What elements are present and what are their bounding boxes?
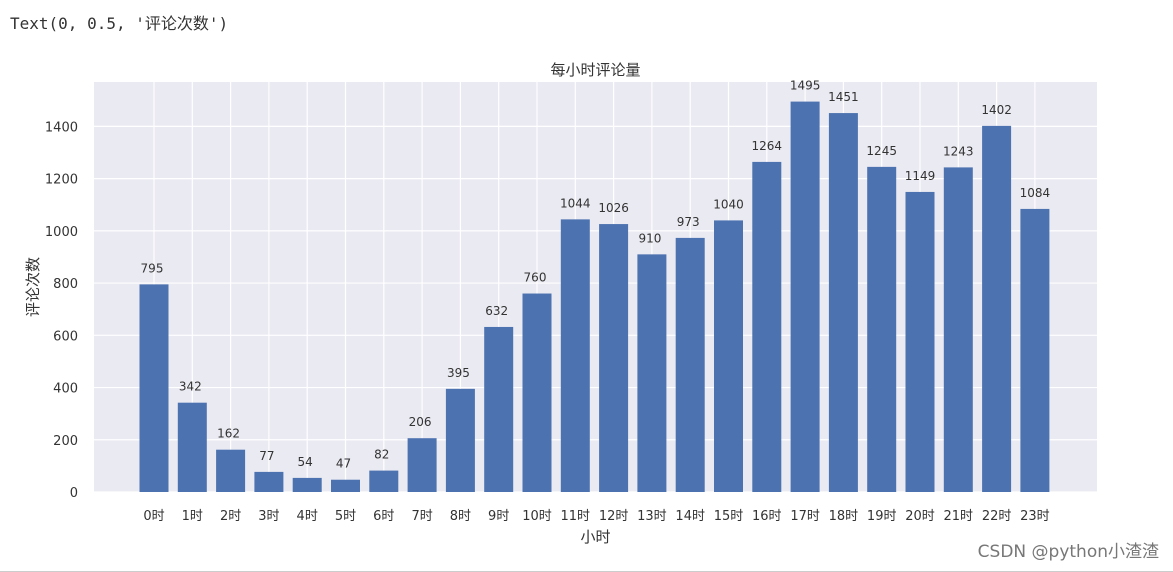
x-tick-label: 19时 (867, 509, 897, 524)
bar-12 (599, 224, 629, 492)
bar-18 (828, 113, 858, 493)
x-tick-label: 14时 (675, 509, 705, 524)
bar-7 (407, 438, 437, 492)
x-tick-label: 20时 (905, 509, 935, 524)
x-tick-label: 4时 (297, 509, 318, 524)
bar-value-label: 1402 (981, 103, 1012, 117)
bar-value-label: 162 (217, 427, 240, 441)
y-tick-label: 600 (53, 329, 78, 344)
x-tick-label: 15时 (714, 509, 744, 524)
bar-value-label: 395 (447, 366, 470, 380)
bar-8 (445, 388, 475, 492)
bar-2 (216, 449, 246, 492)
bar-value-label: 760 (524, 271, 547, 285)
x-tick-label: 0时 (143, 509, 164, 524)
y-tick-label: 1000 (45, 225, 78, 240)
bar-14 (675, 237, 705, 492)
bar-value-label: 342 (179, 380, 202, 394)
bar-10 (522, 293, 552, 492)
y-tick-label: 200 (53, 434, 78, 449)
bar-20 (905, 191, 935, 492)
x-tick-label: 23时 (1020, 509, 1050, 524)
x-tick-label: 5时 (335, 509, 356, 524)
bar-value-label: 47 (336, 457, 351, 471)
bar-value-label: 206 (409, 415, 432, 429)
bar-value-label: 973 (677, 215, 700, 229)
bar-value-label: 632 (485, 304, 508, 318)
bar-0 (139, 284, 169, 492)
bar-value-label: 1245 (866, 144, 897, 158)
x-axis-label: 小时 (580, 528, 610, 546)
x-tick-labels: 0时 1时 2时 3时 4时 5时 6时 7时 8时 9时 10时 11时 12时 13时 14时 15时 16… (143, 509, 1049, 524)
bar-value-label: 1243 (943, 144, 974, 158)
bar-23 (1020, 208, 1050, 493)
y-tick-label: 400 (53, 382, 78, 397)
bar-value-label: 54 (298, 455, 313, 469)
x-tick-label: 11时 (561, 509, 591, 524)
x-tick-label: 7时 (411, 509, 432, 524)
x-tick-label: 17时 (790, 509, 820, 524)
x-tick-label: 6时 (373, 509, 394, 524)
y-tick-label: 1200 (45, 173, 78, 188)
y-tick-label: 800 (53, 277, 78, 292)
x-tick-label: 8时 (450, 509, 471, 524)
bar-value-label: 1149 (905, 169, 936, 183)
bar-5 (331, 479, 360, 492)
bar-1 (177, 402, 207, 492)
y-tick-labels: 0 200 400 600 800 1000 1200 1400 (45, 120, 78, 501)
x-tick-label: 12时 (599, 509, 629, 524)
x-tick-label: 16时 (752, 509, 782, 524)
bar-17 (790, 101, 820, 492)
bar-9 (484, 326, 514, 492)
data-labels: 795 342 162 77 54 47 82 206 395 632 760 1044 1026 910… (141, 79, 1051, 471)
x-tick-label: 21时 (944, 509, 974, 524)
bar-4 (292, 477, 322, 492)
x-tick-label: 2时 (220, 509, 241, 524)
y-tick-label: 1400 (45, 120, 78, 135)
x-tick-label: 13时 (637, 509, 667, 524)
bar-value-label: 82 (374, 448, 389, 462)
x-tick-label: 1时 (182, 509, 203, 524)
bar-19 (867, 166, 897, 492)
bar-value-label: 1264 (752, 139, 783, 153)
bar-15 (714, 220, 743, 492)
x-tick-label: 18时 (829, 509, 859, 524)
x-tick-label: 3时 (258, 509, 279, 524)
bar-6 (369, 470, 399, 492)
bar-value-label: 910 (638, 231, 661, 245)
bar-value-label: 1084 (1020, 186, 1051, 200)
bar-16 (752, 161, 782, 492)
bar-13 (637, 254, 667, 492)
bar-11 (560, 219, 590, 493)
bar-3 (254, 471, 284, 492)
bar-22 (982, 125, 1012, 492)
bar-value-label: 1495 (790, 79, 821, 93)
y-tick-label: 0 (70, 486, 78, 501)
x-tick-label: 9时 (488, 509, 509, 524)
bar-value-label: 77 (259, 449, 274, 463)
bar-value-label: 1040 (713, 197, 744, 211)
cell-output-text: Text(0, 0.5, '评论次数') (10, 14, 229, 33)
bars (139, 101, 1050, 493)
bar-21 (943, 167, 973, 492)
bar-value-label: 1451 (828, 90, 859, 104)
bar-value-label: 795 (141, 261, 164, 275)
watermark: CSDN @python小渣渣 (977, 542, 1159, 562)
chart-title: 每小时评论量 (550, 61, 640, 79)
y-axis-label: 评论次数 (24, 257, 42, 317)
x-tick-label: 10时 (522, 509, 552, 524)
x-tick-label: 22时 (982, 509, 1012, 524)
bar-value-label: 1044 (560, 196, 591, 210)
bar-value-label: 1026 (598, 201, 629, 215)
